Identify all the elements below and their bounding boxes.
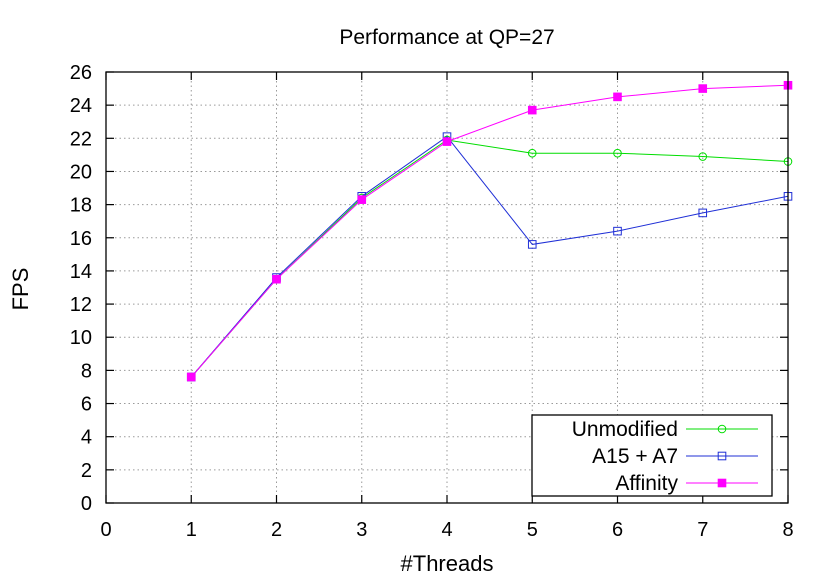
legend-entry: Unmodified xyxy=(572,418,758,441)
legend-entry: Affinity xyxy=(615,472,758,495)
y-tick-label: 14 xyxy=(70,261,92,283)
y-tick-label: 4 xyxy=(81,427,92,449)
x-tick-label: 8 xyxy=(782,519,793,541)
x-tick-label: 0 xyxy=(100,519,111,541)
data-point xyxy=(357,195,367,204)
series-1 xyxy=(186,135,793,382)
series-line xyxy=(190,84,789,378)
legend-entry: A15 + A7 xyxy=(592,445,758,468)
data-point xyxy=(272,274,281,284)
data-point xyxy=(186,372,196,382)
legend-label: Unmodified xyxy=(572,418,678,441)
series-3 xyxy=(186,80,793,382)
data-point xyxy=(698,208,708,218)
plot-series xyxy=(186,80,793,382)
series-line xyxy=(190,139,789,378)
legend-marker xyxy=(717,424,727,434)
x-tick-label: 6 xyxy=(612,519,623,541)
x-tick-label: 7 xyxy=(697,519,708,541)
data-point xyxy=(613,92,622,102)
data-point xyxy=(527,240,537,249)
y-tick-label: 22 xyxy=(70,128,92,150)
legend: Unmodified A15 + A7 Affinity xyxy=(531,414,773,497)
x-axis-title: #Threads xyxy=(401,551,494,576)
x-tick-label: 4 xyxy=(441,519,452,541)
y-tick-label: 16 xyxy=(70,228,92,250)
legend-label: Affinity xyxy=(615,472,678,495)
data-point xyxy=(442,137,452,146)
y-tick-label: 12 xyxy=(70,294,92,316)
x-tick-label: 2 xyxy=(271,519,282,541)
data-point xyxy=(698,152,708,161)
legend-label: A15 + A7 xyxy=(592,445,678,468)
data-point xyxy=(527,148,537,158)
data-point xyxy=(698,84,708,93)
y-tick-label: 0 xyxy=(81,493,92,515)
chart-title: Performance at QP=27 xyxy=(339,26,554,49)
data-point xyxy=(527,105,537,115)
y-tick-label: 26 xyxy=(70,62,92,84)
y-axis-title: FPS xyxy=(8,268,33,311)
legend-marker xyxy=(717,451,727,461)
legend-marker xyxy=(717,478,727,488)
x-tick-label: 3 xyxy=(356,519,367,541)
y-tick-label: 18 xyxy=(70,195,92,217)
axis-ticks xyxy=(105,71,789,504)
y-tick-label: 24 xyxy=(70,95,92,117)
data-point xyxy=(613,226,622,236)
series-line xyxy=(190,135,789,378)
x-tick-label: 1 xyxy=(186,519,197,541)
y-tick-label: 10 xyxy=(70,327,92,349)
data-point xyxy=(613,148,622,158)
series-2 xyxy=(186,132,793,382)
x-tick-label: 5 xyxy=(527,519,538,541)
y-tick-label: 8 xyxy=(81,360,92,382)
y-tick-label: 20 xyxy=(70,161,92,183)
y-tick-label: 2 xyxy=(81,460,92,482)
y-tick-label: 6 xyxy=(81,394,92,416)
